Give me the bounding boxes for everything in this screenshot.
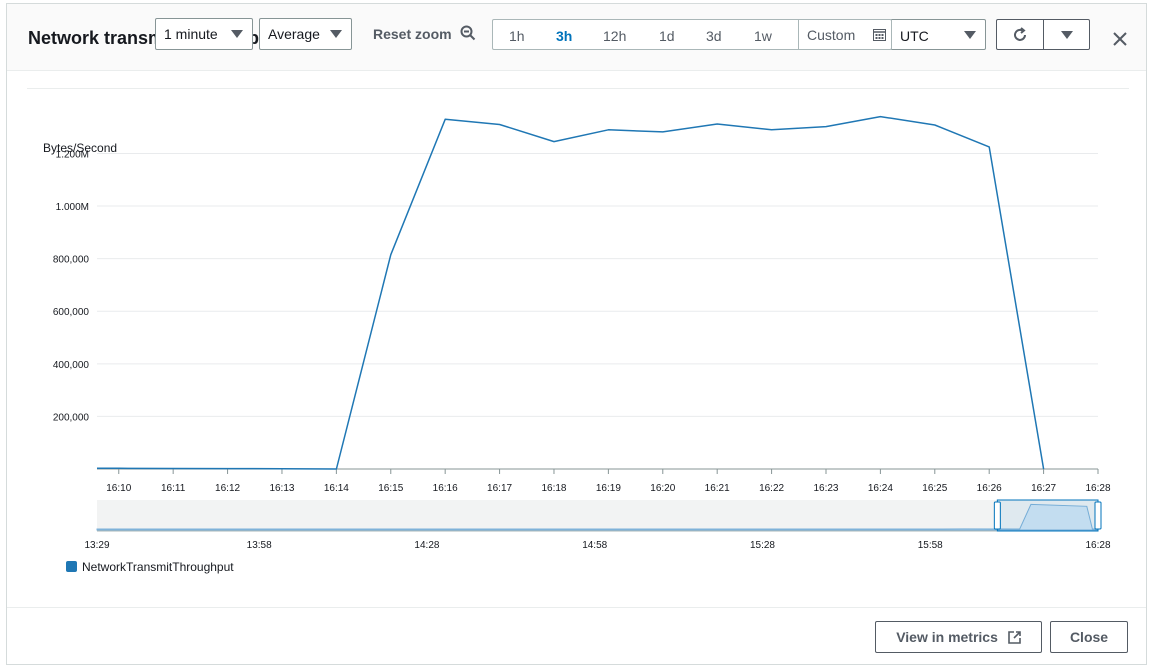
external-link-icon	[1007, 631, 1021, 644]
x-tick-label: 16:18	[541, 483, 566, 494]
navigator-tick-label: 16:28	[1085, 540, 1110, 551]
x-tick-label: 16:12	[215, 483, 240, 494]
x-tick-label: 16:20	[650, 483, 675, 494]
navigator-tick-label: 15:58	[918, 540, 943, 551]
timezone-value: UTC	[900, 28, 929, 44]
timezone-select[interactable]: UTC	[891, 19, 986, 50]
navigator-handle[interactable]	[1094, 501, 1102, 530]
custom-label: Custom	[807, 27, 856, 43]
footer-divider	[7, 607, 1146, 608]
navigator-tick-label: 14:28	[414, 540, 439, 551]
x-tick-label: 16:16	[433, 483, 458, 494]
x-tick-label: 16:14	[324, 483, 349, 494]
y-axis-label: Bytes/Second	[43, 141, 118, 155]
navigator-background	[97, 500, 1098, 531]
x-tick-label: 16:27	[1031, 483, 1056, 494]
x-tick-label: 16:17	[487, 483, 512, 494]
caret-down-icon	[1061, 31, 1073, 39]
close-icon[interactable]	[1111, 30, 1129, 48]
modal-header: Network transmit throughput 1 minute Ave…	[7, 4, 1146, 71]
refresh-icon	[1014, 27, 1026, 41]
time-range-group: 1h 3h 12h 1d 3d 1w	[492, 19, 892, 50]
calendar-icon	[873, 29, 886, 41]
period-select[interactable]: 1 minute	[155, 18, 253, 50]
x-tick-label: 16:26	[977, 483, 1002, 494]
x-tick-label: 16:22	[759, 483, 784, 494]
range-1d[interactable]: 1d	[659, 28, 675, 44]
navigator-tick-label: 13:58	[247, 540, 272, 551]
navigator-tick-label: 15:28	[750, 540, 775, 551]
x-tick-label: 16:23	[813, 483, 838, 494]
y-tick-label: 600,000	[53, 307, 90, 318]
navigator-handle[interactable]	[993, 501, 1001, 530]
range-12h[interactable]: 12h	[603, 28, 627, 44]
close-button[interactable]: Close	[1050, 621, 1128, 653]
caret-down-icon	[330, 30, 342, 38]
x-tick-label: 16:10	[106, 483, 131, 494]
line-chart[interactable]: 200,000 400,000 600,000 800,000 1.000M 1.200M…	[7, 4, 1148, 604]
view-in-metrics-button[interactable]: View in metrics	[875, 621, 1042, 653]
view-in-metrics-label: View in metrics	[896, 629, 998, 645]
series-line-network-transmit-throughput	[96, 115, 1045, 470]
y-tick-label: 800,000	[53, 255, 90, 266]
chart-legend: NetworkTransmitThroughput	[66, 560, 234, 574]
legend-swatch	[66, 561, 77, 572]
y-tick-label: 1.200M	[56, 149, 89, 160]
navigator-selection	[996, 499, 1099, 532]
x-tick-label: 16:28	[1085, 483, 1110, 494]
statistic-select[interactable]: Average	[259, 18, 352, 50]
x-tick-label: 16:19	[596, 483, 621, 494]
reset-zoom-button[interactable]: Reset zoom	[373, 26, 452, 42]
statistic-value: Average	[268, 26, 320, 42]
range-1h[interactable]: 1h	[509, 28, 525, 44]
x-tick-label: 16:13	[269, 483, 294, 494]
range-1w[interactable]: 1w	[754, 28, 772, 44]
range-3d[interactable]: 3d	[706, 28, 722, 44]
range-3h[interactable]: 3h	[556, 28, 573, 44]
x-tick-label: 16:15	[378, 483, 403, 494]
content-divider	[27, 88, 1129, 89]
x-tick-label: 16:25	[922, 483, 947, 494]
caret-down-icon	[964, 31, 976, 39]
zoom-out-icon[interactable]	[460, 25, 476, 41]
legend-label: NetworkTransmitThroughput	[82, 560, 234, 574]
y-tick-label: 400,000	[53, 360, 90, 371]
metric-modal: Network transmit throughput 1 minute Ave…	[6, 3, 1147, 665]
refresh-options-button[interactable]	[1043, 19, 1090, 50]
y-tick-label: 200,000	[53, 412, 90, 423]
x-tick-label: 16:11	[161, 483, 186, 494]
navigator-tick-label: 14:58	[582, 540, 607, 551]
period-value: 1 minute	[164, 26, 218, 42]
x-tick-label: 16:24	[868, 483, 893, 494]
x-tick-label: 16:21	[705, 483, 730, 494]
caret-down-icon	[231, 30, 243, 38]
refresh-button[interactable]	[996, 19, 1044, 50]
custom-range-button[interactable]: Custom	[798, 19, 898, 50]
y-tick-label: 1.000M	[56, 202, 89, 213]
navigator-tick-label: 13:29	[84, 540, 109, 551]
